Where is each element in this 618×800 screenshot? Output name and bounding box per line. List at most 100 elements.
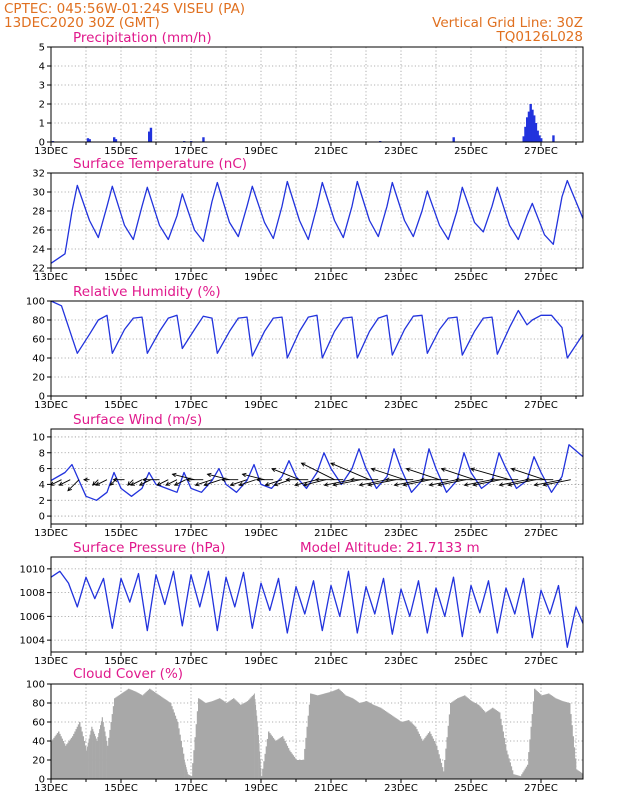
cloud-cover-bar (266, 738, 269, 779)
cloud-cover-bar (361, 702, 363, 779)
cloud-cover-bar (129, 689, 131, 779)
pres-frame (50, 556, 584, 653)
cloud-cover-bar (514, 774, 516, 779)
cloud-cover-bar (339, 689, 341, 779)
rh-xtick-label: 21DEC (314, 400, 348, 411)
cloud-cover-bar (481, 708, 483, 779)
cloud-cover-bar (297, 760, 299, 779)
wind-arrow-shaft (157, 479, 169, 486)
cloud-cover-bar (389, 714, 391, 779)
cloud-cover-bar (458, 697, 460, 779)
wind-ytick-label: 2 (39, 496, 45, 507)
cloud-cover-bar (247, 701, 249, 779)
cloud-cover-bar (188, 774, 190, 779)
wind-arrow-head (358, 482, 364, 487)
cloud-cover-bar (103, 726, 105, 779)
rh-ytick-label: 20 (32, 373, 45, 384)
temperature-title: Surface Temperature (nC) (73, 156, 247, 172)
wind-arrow-shaft (464, 479, 493, 486)
header-date-line: 13DEC2020 30Z (GMT) (4, 15, 160, 31)
pres-xtick-label: 21DEC (314, 656, 348, 667)
cloud-cover-bar (242, 703, 244, 779)
temp-xtick-label: 25DEC (454, 272, 488, 283)
precip-bar (148, 131, 151, 142)
cloud-cover-bar (62, 741, 65, 779)
pres-xtick-label: 13DEC (34, 656, 68, 667)
cloud-cover-bar (273, 739, 276, 779)
precip-ytick-label: 2 (39, 100, 45, 111)
wind-arrow (92, 479, 99, 486)
cloud-cover-bar (403, 721, 405, 779)
cloud-cover-bar (185, 767, 187, 779)
cloud-cover-bar (76, 726, 79, 779)
cloud-cover-bar (200, 699, 202, 779)
wind-arrow-head (273, 481, 279, 487)
cloud-cover-bar (157, 694, 159, 779)
wind-arrow-shaft (195, 479, 213, 486)
cloud-cover-bar (68, 741, 70, 779)
cloud-cover-bar (186, 769, 188, 779)
cloud-cover-bar (535, 689, 537, 779)
wind-arrow-head (405, 467, 411, 472)
cloud-cover-bar (54, 736, 56, 779)
cloud-cover-bar (158, 695, 160, 779)
pres-ytick-label: 1010 (20, 564, 45, 575)
cloud-cover-bar (171, 706, 173, 779)
precip-bar (529, 104, 532, 142)
cloud-cover-bar (508, 758, 510, 779)
wind-arrow (51, 479, 62, 486)
cloud-cover-bar (360, 702, 362, 779)
wind-arrow-head (130, 481, 135, 486)
cloud-cover-bar (275, 741, 277, 779)
cloud-cover-bar (185, 764, 187, 779)
cloud-cover-bar (368, 702, 370, 779)
cloud-cover-bar (502, 731, 504, 779)
cloud-cover-bar (566, 702, 569, 779)
cloud-cover-bar (106, 741, 108, 779)
cloud-cover-bar (270, 734, 272, 779)
cloud-cover-bar (391, 715, 394, 779)
rh-data-layer (51, 301, 583, 359)
cloud-cover-bar (461, 696, 464, 779)
cloud-cover-bar (538, 693, 541, 779)
temp-data-layer (51, 179, 583, 264)
cloud-cover-bar (467, 698, 469, 779)
precip-xtick-label: 19DEC (244, 146, 278, 157)
cloud-cover-bar (503, 737, 506, 779)
wind-arrow (302, 479, 326, 487)
cloud-cover-bar (248, 699, 250, 779)
cloud-cover-bar (541, 695, 543, 779)
precip-bar (202, 137, 205, 142)
cloud-cover-bar (557, 699, 559, 779)
wind-arrow-head (510, 467, 516, 472)
header-grid-note: Vertical Grid Line: 30Z (432, 15, 583, 31)
wind-arrow (463, 479, 493, 487)
precip-ytick-label: 4 (39, 62, 45, 73)
cloud-cover-bar (580, 772, 583, 779)
wind-arrow (112, 477, 125, 482)
cloud-cover-bar (83, 741, 86, 779)
cloud-cover-bar (255, 710, 257, 779)
cloud-cover-bar (289, 750, 291, 779)
cloud-cover-bar (570, 714, 572, 779)
wind-arrow (206, 472, 230, 481)
cloud-cover-bar (496, 710, 499, 779)
cloud-cover-bar (285, 743, 287, 779)
wind-arrow-head (330, 462, 336, 467)
cloud-cover-bar (256, 715, 258, 779)
cloud-cover-bar (231, 699, 234, 779)
cloud-cover-bar (276, 740, 278, 779)
cloud-cover-bar (177, 722, 179, 779)
cloud-cover-bar (226, 703, 228, 779)
cloud-cover-bar (299, 760, 301, 779)
wind-ytick-label: 0 (39, 512, 45, 523)
cloud-cover-bar (529, 739, 531, 779)
panel-cloud-cover: Cloud Cover (%) 0 20 40 60 80 100 13DEC 15DEC 17… (26, 666, 584, 794)
cloud-cover-bar (271, 736, 273, 779)
wind-arrow-head (440, 467, 446, 472)
wind-arrow-head (271, 467, 277, 472)
wind-arrow (185, 477, 204, 482)
wind-arrow-shaft (403, 479, 431, 486)
cloud-cover-bar (79, 722, 81, 779)
